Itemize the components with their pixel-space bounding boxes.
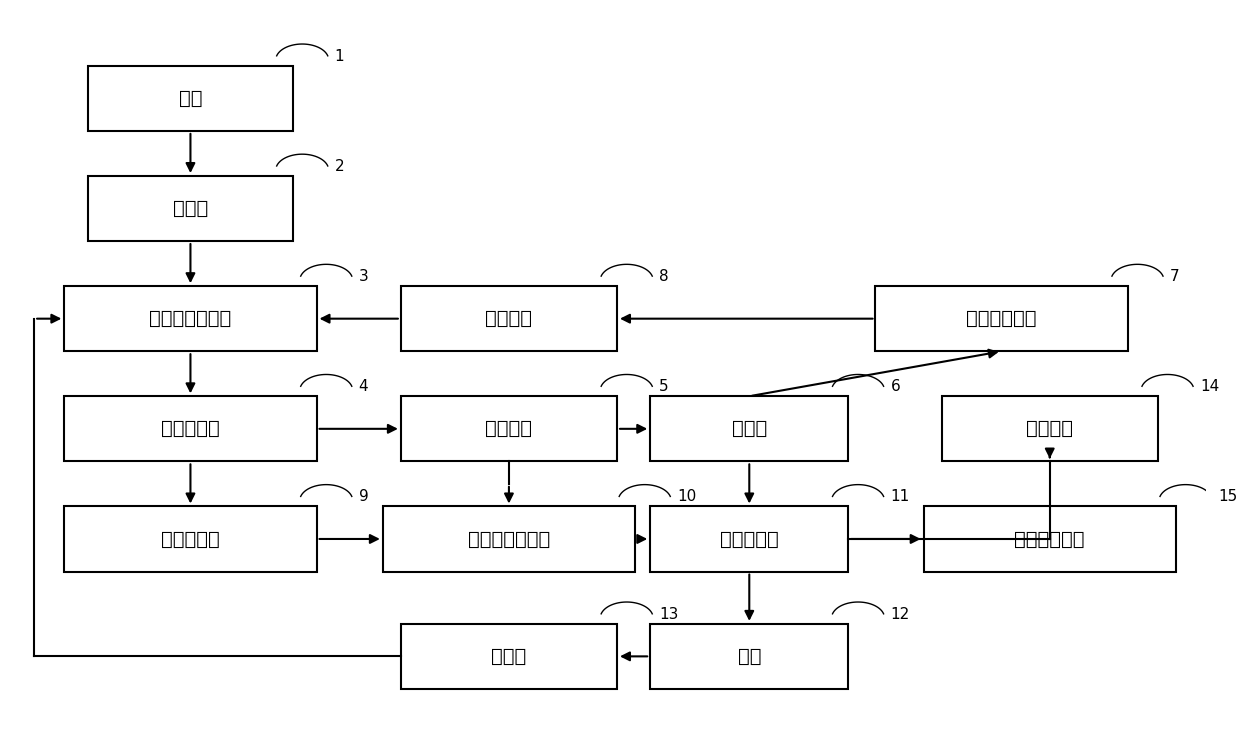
FancyBboxPatch shape: [876, 286, 1127, 351]
FancyBboxPatch shape: [400, 624, 617, 689]
FancyBboxPatch shape: [64, 286, 317, 351]
Text: 第一管道混合器: 第一管道混合器: [150, 309, 232, 328]
Text: 7: 7: [1170, 269, 1180, 284]
FancyBboxPatch shape: [64, 507, 317, 572]
Text: 2: 2: [335, 159, 344, 174]
Text: 藻水: 藻水: [178, 89, 202, 108]
Text: 14: 14: [1201, 379, 1219, 394]
Text: 提升泵: 提升泵: [172, 199, 208, 218]
FancyBboxPatch shape: [400, 397, 617, 462]
FancyBboxPatch shape: [942, 397, 1158, 462]
Text: 10: 10: [678, 490, 696, 504]
Text: 6: 6: [891, 379, 901, 394]
FancyBboxPatch shape: [88, 176, 292, 241]
Text: 滤液: 滤液: [737, 647, 761, 666]
FancyBboxPatch shape: [383, 507, 636, 572]
Text: 11: 11: [891, 490, 909, 504]
FancyBboxPatch shape: [88, 66, 292, 131]
Text: 13: 13: [659, 607, 679, 622]
Text: 8: 8: [659, 269, 669, 284]
Text: 清水泵: 清水泵: [732, 419, 767, 438]
Text: 中间水箱: 中间水箱: [486, 419, 533, 438]
Text: 12: 12: [891, 607, 909, 622]
Text: 1: 1: [335, 49, 344, 64]
FancyBboxPatch shape: [650, 397, 849, 462]
FancyBboxPatch shape: [400, 286, 617, 351]
Text: 自动配药装置: 自动配药装置: [966, 309, 1037, 328]
FancyBboxPatch shape: [923, 507, 1176, 572]
Text: 泥饼接收装置: 泥饼接收装置: [1015, 529, 1085, 548]
Text: 9: 9: [359, 490, 368, 504]
FancyBboxPatch shape: [650, 507, 849, 572]
Text: 加药泵组: 加药泵组: [486, 309, 533, 328]
Text: 进料螺杆泵: 进料螺杆泵: [161, 529, 219, 548]
Text: 藻泥脱水机: 藻泥脱水机: [720, 529, 778, 548]
Text: 回流泵: 回流泵: [492, 647, 527, 666]
Text: 15: 15: [1218, 490, 1238, 504]
Text: 清水回湖: 清水回湖: [1026, 419, 1073, 438]
FancyBboxPatch shape: [64, 397, 317, 462]
FancyBboxPatch shape: [650, 624, 849, 689]
Text: 分离浓缩罐: 分离浓缩罐: [161, 419, 219, 438]
Text: 5: 5: [659, 379, 669, 394]
Text: 第二管道混合器: 第二管道混合器: [468, 529, 550, 548]
Text: 3: 3: [359, 269, 368, 284]
Text: 4: 4: [359, 379, 368, 394]
